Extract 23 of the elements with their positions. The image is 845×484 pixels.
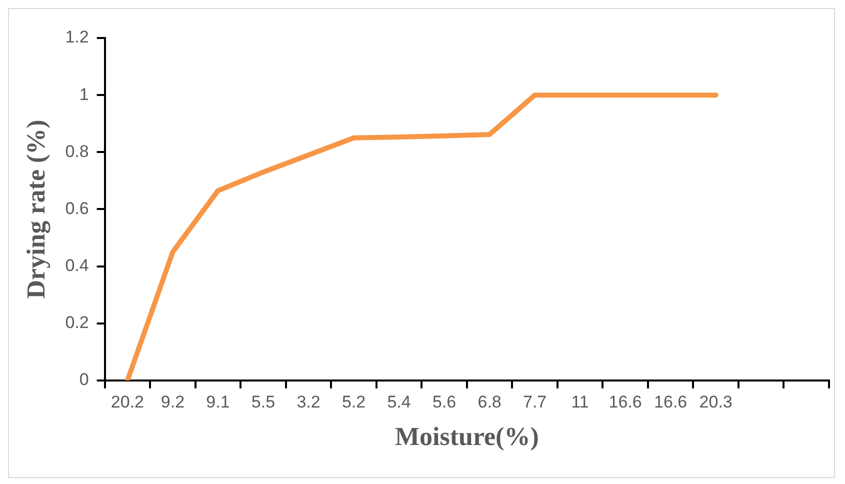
y-tick-label: 1.2 [65,28,89,47]
y-axis-title: Drying rate (%) [21,120,50,299]
y-tick-label: 0.8 [65,142,89,161]
x-tick-label: 3.2 [296,392,320,412]
y-tick-label: 0 [79,370,89,390]
x-axis-title: Moisture(%) [394,422,539,452]
x-tick-label: 16.6 [654,392,688,412]
x-tick-label: 9.2 [160,392,185,412]
y-tick-label: 0.6 [65,198,89,218]
x-tick-label: 16.6 [608,392,642,412]
x-tick-label: 20.3 [699,392,732,412]
x-tick-label: 9.1 [206,392,230,412]
x-tick-label: 7.7 [522,392,547,412]
x-tick-label: 6.8 [478,392,502,412]
x-tick-label: 5.2 [342,392,366,412]
x-tick-label: 5.4 [387,392,411,412]
y-tick-label: 1 [79,84,89,104]
x-tick-label: 5.5 [251,392,276,412]
x-tick-label: 11 [571,392,589,412]
y-tick-label: 0.4 [65,256,89,275]
x-tick-label: 5.6 [432,392,456,412]
y-tick-label: 0.2 [65,313,89,332]
x-tick-label: 20.2 [110,392,144,412]
